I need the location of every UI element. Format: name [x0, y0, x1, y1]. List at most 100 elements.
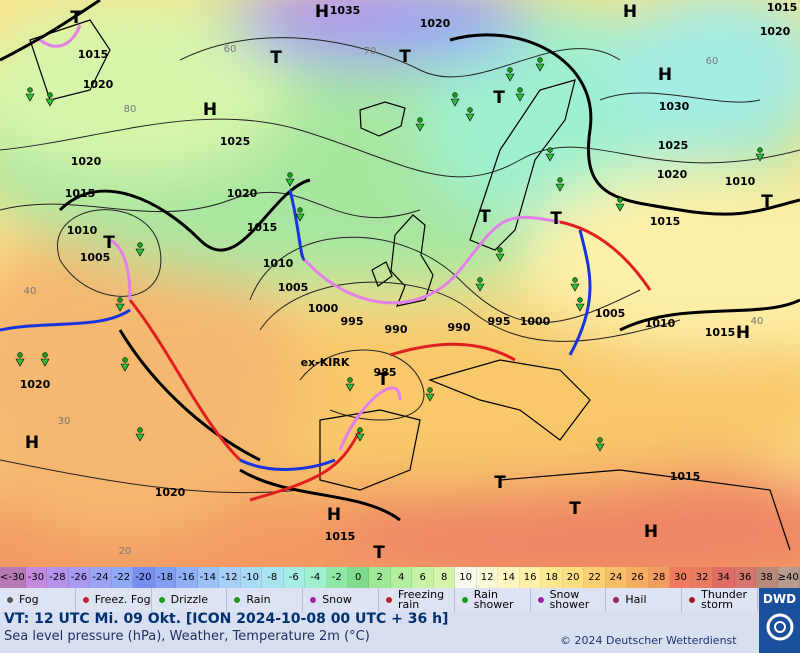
shower-triangle	[135, 248, 145, 257]
scale-cell: 38	[756, 567, 778, 588]
shower-triangle	[295, 213, 305, 222]
isotherm-label: 40	[751, 316, 764, 327]
legend-item: Fog	[0, 588, 76, 612]
pressure-label: 1000	[520, 315, 551, 328]
scale-cell: <-30	[0, 567, 26, 588]
rain-dot	[347, 377, 353, 383]
pressure-label: 1005	[80, 251, 111, 264]
scale-cell: -2	[326, 567, 348, 588]
logo-text: DWD	[762, 592, 797, 606]
rain-dot	[122, 357, 128, 363]
legend-icon	[4, 595, 16, 605]
legend-item: Rain shower	[455, 588, 531, 612]
rain-dot	[17, 352, 23, 358]
pressure-label: 1015	[78, 48, 109, 61]
pressure-label: T	[103, 233, 115, 253]
pressure-label: 1015	[670, 470, 701, 483]
coastlines	[29, 19, 791, 551]
legend-label: Freezing rain	[397, 588, 445, 611]
legend-item: Snow	[303, 588, 379, 612]
pressure-label: 1020	[420, 17, 451, 30]
scale-cell: 34	[713, 567, 735, 588]
fronts	[0, 24, 652, 502]
shower-triangle	[120, 363, 130, 372]
pressure-label: 1010	[67, 224, 98, 237]
shower-triangle	[45, 98, 55, 107]
scale-cell: 14	[498, 567, 520, 588]
rain-dot	[27, 87, 33, 93]
rain-dot	[572, 277, 578, 283]
scale-cell: -6	[283, 567, 306, 588]
pressure-label: 1030	[659, 100, 690, 113]
pressure-label: 1015	[247, 221, 278, 234]
pressure-label: 1020	[155, 486, 186, 499]
pressure-label: H	[315, 2, 329, 22]
pressure-label: T	[373, 543, 385, 563]
isotherm-label: 20	[119, 546, 132, 557]
legend-item: Hail	[606, 588, 683, 612]
rain-dot	[577, 297, 583, 303]
pressure-label: T	[550, 209, 562, 229]
shower-triangle	[355, 433, 365, 442]
pressure-label: 1020	[760, 25, 791, 38]
pressure-label: T	[399, 47, 411, 67]
rain-dot	[357, 427, 363, 433]
pressure-label: 1020	[20, 378, 51, 391]
shower-triangle	[345, 383, 355, 392]
scale-cell: 32	[691, 567, 714, 588]
legend-icon	[686, 595, 699, 605]
scale-cell: -10	[240, 567, 263, 588]
pressure-label: T	[569, 499, 581, 519]
shower-triangle	[285, 178, 295, 187]
shower-triangle	[465, 113, 475, 122]
scale-cell: 20	[562, 567, 585, 588]
shower-triangle	[425, 393, 435, 402]
shower-triangle	[40, 358, 50, 367]
scale-cell: 16	[519, 567, 542, 588]
scale-cell: -16	[176, 567, 198, 588]
pressure-label: 995	[488, 315, 511, 328]
scale-cell: 8	[433, 567, 456, 588]
pressure-label: 995	[341, 315, 364, 328]
weather-symbols	[15, 57, 765, 452]
rain-dot	[477, 277, 483, 283]
scale-cell: 4	[390, 567, 413, 588]
legend-item: Snow shower	[531, 588, 607, 612]
pressure-label: 1005	[595, 307, 626, 320]
rain-dot	[517, 87, 523, 93]
scale-cell: 22	[584, 567, 606, 588]
shower-triangle	[515, 93, 525, 102]
pressure-label: 1005	[278, 281, 309, 294]
pressure-label: 1015	[65, 187, 96, 200]
legend-item: Thunder storm	[682, 588, 758, 612]
shower-triangle	[755, 153, 765, 162]
legend-icon	[79, 595, 92, 605]
rain-dot	[137, 242, 143, 248]
legend-icon	[307, 595, 320, 605]
scale-cell: 30	[670, 567, 692, 588]
rain-dot	[427, 387, 433, 393]
isotherm-label: 30	[58, 416, 71, 427]
rain-dot	[417, 117, 423, 123]
rain-dot	[547, 147, 553, 153]
pressure-label: 1010	[263, 257, 294, 270]
scale-cell: -20	[133, 567, 155, 588]
shower-triangle	[595, 443, 605, 452]
pressure-label: T	[70, 8, 82, 28]
scale-cell: 36	[734, 567, 757, 588]
shower-triangle	[135, 433, 145, 442]
rain-dot	[757, 147, 763, 153]
pressure-label: 990	[385, 323, 408, 336]
pressure-label: 1020	[71, 155, 102, 168]
pressure-label: H	[644, 522, 658, 542]
legend-icon	[231, 595, 244, 605]
pressure-label: 1015	[767, 1, 798, 14]
legend-item: Drizzle	[152, 588, 228, 612]
pressure-label: 1020	[657, 168, 688, 181]
shower-triangle	[450, 98, 460, 107]
scale-cell: -18	[154, 567, 177, 588]
scale-cell: 24	[605, 567, 628, 588]
pressure-label: T	[479, 207, 491, 227]
logo-icon	[766, 613, 793, 641]
